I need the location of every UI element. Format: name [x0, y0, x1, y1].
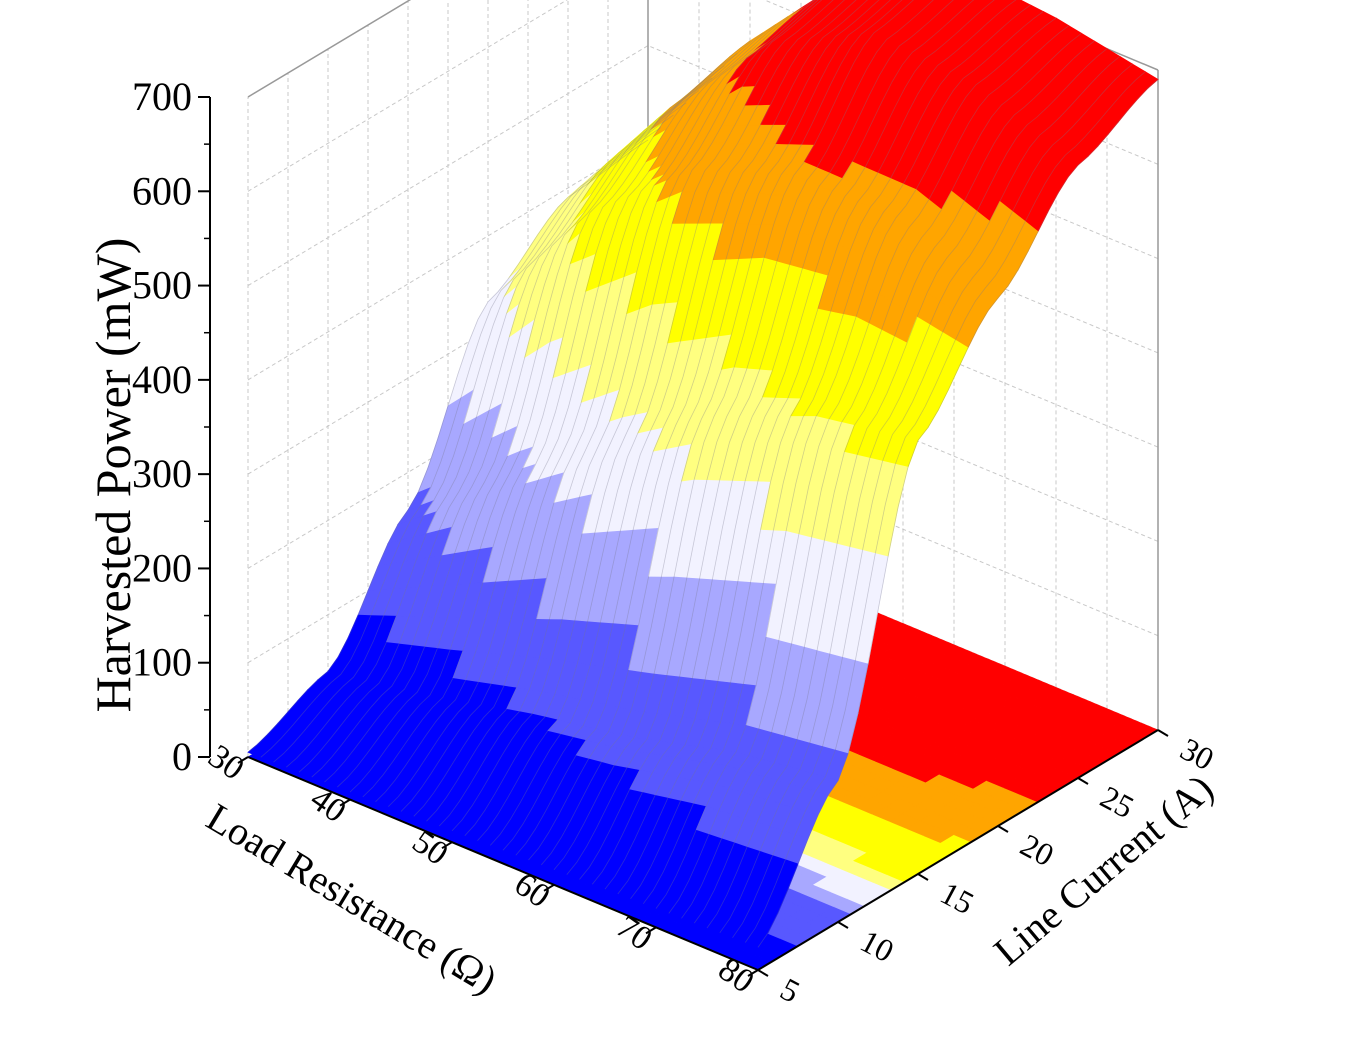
z-tick-label: 300: [132, 451, 192, 496]
mesh-line: [540, 0, 903, 866]
power-surface: [247, 0, 1159, 948]
mesh-line: [719, 56, 1121, 934]
z-tick-label: 700: [132, 74, 192, 119]
mesh-line: [528, 0, 891, 861]
mesh-line: [579, 0, 954, 880]
mesh-line: [566, 0, 934, 875]
x-tick: [339, 798, 351, 807]
y-tick: [757, 969, 769, 977]
mesh-line: [668, 25, 1070, 914]
mesh-line: [617, 0, 1017, 895]
mesh-line: [413, 0, 815, 817]
mesh-line: [477, 0, 846, 841]
mesh-line: [681, 32, 1082, 919]
y-tick: [917, 873, 929, 881]
mesh-line: [744, 71, 1146, 943]
mesh-line: [324, 65, 725, 783]
mesh-line: [298, 90, 700, 773]
mesh-line: [553, 0, 914, 870]
mesh-line: [260, 127, 662, 758]
mesh-line: [311, 77, 713, 778]
y-tick-label: 10: [855, 922, 900, 969]
mesh-line: [337, 53, 738, 788]
surface-cell: [744, 927, 769, 948]
mesh-line: [426, 0, 816, 822]
mesh-line: [451, 0, 823, 832]
y-tick: [997, 825, 1009, 833]
mesh-line: [286, 102, 687, 768]
mesh-line: [515, 0, 880, 856]
mesh-line: [388, 15, 789, 807]
mesh-line: [757, 79, 1159, 948]
x-tick: [441, 841, 453, 850]
z-tick-label: 100: [132, 640, 192, 685]
y-tick-label: 30: [1175, 730, 1220, 777]
mesh-line: [362, 32, 764, 798]
x-tick: [237, 756, 249, 764]
z-gridline: [247, 233, 1159, 475]
y-axis-line: [757, 729, 1159, 971]
z-axis-title: Harvested Power (mW): [85, 238, 141, 713]
mesh-line: [642, 11, 1044, 904]
z-tick-label: 400: [132, 357, 192, 402]
z-tick-label: 600: [132, 168, 192, 213]
z-gridline: [247, 327, 1159, 569]
y-tick-label: 15: [935, 874, 980, 921]
y-tick: [1157, 729, 1169, 737]
mesh-line: [273, 114, 674, 763]
mesh-line: [439, 0, 819, 827]
x-axis-line: [247, 756, 759, 971]
mesh-line: [247, 139, 649, 753]
mesh-line: [490, 0, 857, 846]
mesh-line: [604, 0, 995, 890]
mesh-line: [630, 4, 1031, 900]
x-tick-label: 30: [202, 738, 251, 788]
z-tick-label: 200: [132, 545, 192, 590]
z-tick-label: 500: [132, 263, 192, 308]
mesh-line: [706, 48, 1108, 929]
y-tick-label: 20: [1015, 826, 1060, 873]
y-tick-label: 5: [775, 970, 806, 1009]
mesh-line: [502, 0, 868, 851]
mesh-line: [655, 17, 1057, 909]
x-tick: [543, 883, 555, 892]
y-tick: [837, 921, 849, 929]
wall-top-edge: [247, 0, 1159, 98]
y-tick: [1077, 777, 1089, 785]
mesh-line: [375, 24, 776, 803]
x-tick: [645, 926, 657, 935]
mesh-line: [693, 40, 1095, 924]
mesh-line: [591, 0, 975, 885]
z-tick-label: 0: [172, 734, 192, 779]
x-tick: [747, 969, 759, 977]
mesh-line: [400, 7, 802, 812]
mesh-line: [464, 0, 834, 836]
mesh-line: [349, 40, 751, 793]
axis-lines: [198, 96, 1169, 977]
mesh-line: [732, 63, 1133, 938]
